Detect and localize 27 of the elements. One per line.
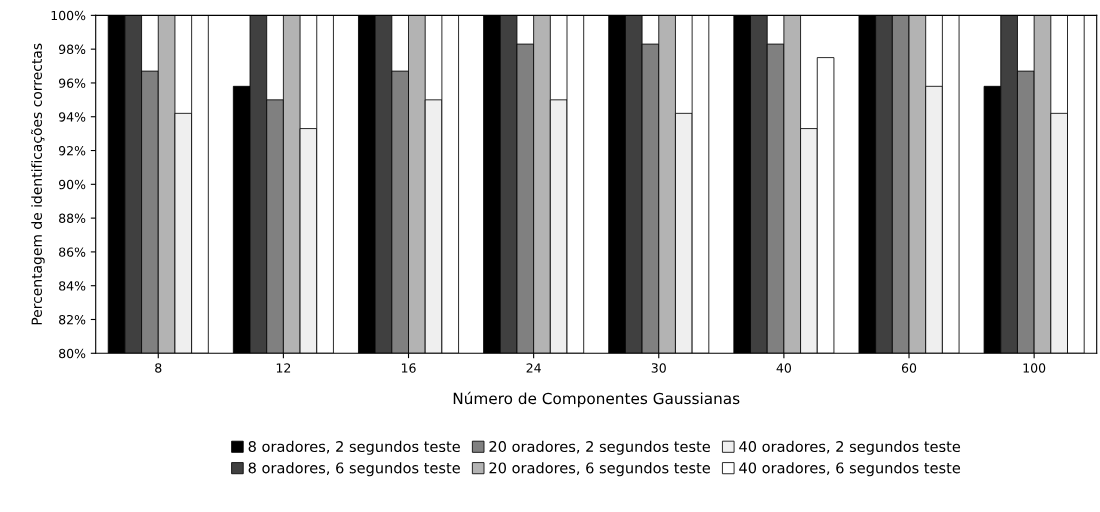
legend-label: 40 oradores, 2 segundos teste bbox=[739, 440, 961, 455]
legend-label: 40 oradores, 6 segundos teste bbox=[739, 462, 961, 477]
x-tick-label: 60 bbox=[901, 363, 917, 373]
x-tick-label: 40 bbox=[776, 363, 792, 373]
y-tick-label: 94% bbox=[58, 112, 86, 122]
y-tick-label: 100% bbox=[51, 10, 86, 21]
x-tick-label: 12 bbox=[276, 363, 291, 373]
x-axis-title: Número de Componentes Gaussianas bbox=[453, 391, 740, 408]
x-tick-label: 8 bbox=[155, 363, 162, 373]
y-tick-label: 88% bbox=[59, 213, 86, 224]
y-tick-label: 98% bbox=[58, 44, 86, 55]
legend-label: 8 oradores, 2 segundos teste bbox=[248, 440, 460, 455]
y-tick-label: 92% bbox=[58, 146, 86, 156]
legend-label: 20 oradores, 2 segundos teste bbox=[489, 440, 710, 455]
legend-label: 8 oradores, 6 segundos teste bbox=[248, 462, 460, 477]
y-tick-label: 82% bbox=[59, 314, 86, 325]
y-tick-label: 86% bbox=[59, 247, 86, 257]
y-tick-label: 90% bbox=[58, 179, 86, 190]
y-tick-label: 80% bbox=[59, 348, 86, 359]
y-tick-label: 84% bbox=[59, 281, 86, 291]
x-tick-label: 16 bbox=[401, 363, 416, 373]
x-tick-label: 24 bbox=[526, 363, 541, 373]
x-tick-label: 100 bbox=[1023, 363, 1046, 373]
legend-label: 20 oradores, 6 segundos teste bbox=[489, 462, 710, 477]
y-axis-title: Percentagem de identificações correctas bbox=[31, 43, 45, 325]
x-tick-label: 30 bbox=[651, 363, 666, 373]
y-tick-label: 96% bbox=[58, 78, 86, 88]
